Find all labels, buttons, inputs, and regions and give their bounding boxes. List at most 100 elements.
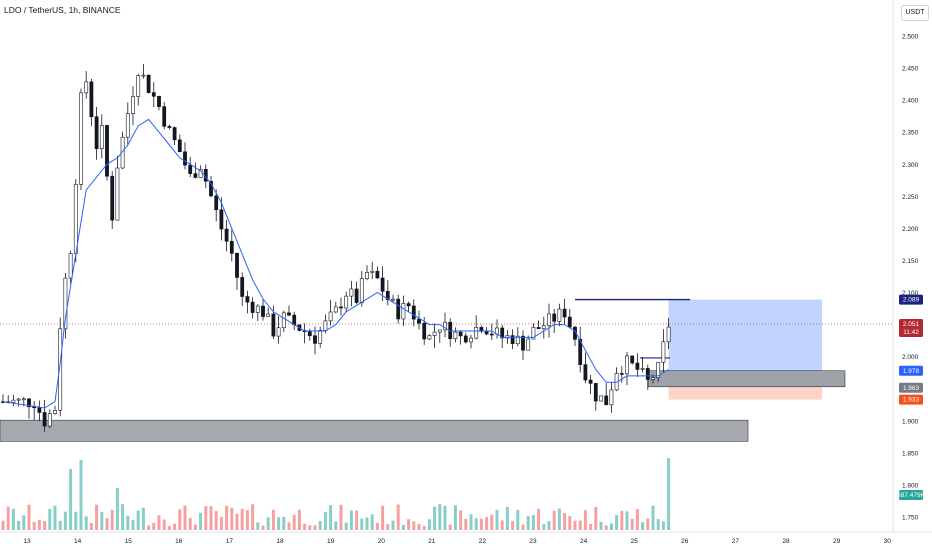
- volume-bar: [391, 520, 395, 530]
- volume-bar: [526, 516, 530, 530]
- candle-body: [515, 335, 520, 345]
- candle-body: [489, 333, 494, 336]
- volume-bar: [69, 469, 73, 530]
- volume-bar: [235, 513, 239, 530]
- volume-bar: [178, 509, 182, 530]
- stop-badge-text: 1.933: [903, 397, 920, 404]
- candle-body: [651, 377, 655, 380]
- candle-body: [183, 151, 187, 166]
- volume-bar: [537, 508, 541, 530]
- candle-body: [229, 240, 234, 254]
- volume-bar: [219, 516, 223, 530]
- volume-bar: [225, 505, 229, 530]
- candle-body: [521, 335, 525, 351]
- volume-bar: [323, 512, 327, 530]
- candle-body: [255, 305, 260, 313]
- time-tick-label: 28: [782, 538, 790, 545]
- candle-body: [250, 301, 255, 313]
- candle-body: [42, 412, 47, 427]
- volume-bar: [365, 517, 369, 530]
- candle-body: [84, 81, 89, 94]
- volume-bar: [360, 518, 364, 530]
- volume-bar: [256, 522, 260, 530]
- volume-bar: [37, 519, 41, 530]
- stop-zone: [668, 386, 822, 400]
- volume-bar: [313, 525, 317, 530]
- volume-bar: [563, 513, 567, 530]
- time-tick-label: 14: [74, 538, 82, 545]
- candle-body: [245, 296, 250, 303]
- volume-bar: [344, 522, 348, 530]
- volume-bar: [297, 509, 301, 530]
- volume-bar: [167, 525, 171, 530]
- volume-bar: [453, 505, 457, 530]
- candle-body: [474, 327, 479, 339]
- candle-body: [349, 288, 354, 297]
- volume-bar: [625, 511, 629, 530]
- volume-bar: [53, 505, 57, 530]
- candle-body: [599, 395, 603, 402]
- volume-badge: [899, 490, 923, 500]
- volume-bar: [292, 514, 296, 530]
- time-tick-label: 26: [681, 538, 689, 545]
- volume-bar: [505, 506, 509, 530]
- candle-body: [21, 398, 26, 401]
- volume-bar: [58, 520, 62, 530]
- candle-body: [94, 116, 99, 150]
- time-tick-label: 15: [125, 538, 133, 545]
- volume-bar: [630, 518, 634, 530]
- candle-body: [661, 341, 666, 363]
- volume-bar: [381, 505, 385, 530]
- price-tick-label: 2.200: [902, 226, 919, 233]
- entry-low-badge: [899, 382, 923, 393]
- volume-bar: [271, 509, 275, 530]
- volume-bar: [339, 504, 343, 530]
- candle-body: [354, 288, 359, 303]
- candle-body: [609, 389, 614, 406]
- current-price-badge-text: 2.051: [903, 321, 920, 328]
- candle-body: [422, 322, 427, 340]
- candle-body: [16, 398, 21, 401]
- price-tick-label: 2.000: [902, 354, 919, 361]
- candle-body: [593, 383, 598, 402]
- price-tick-label: 2.100: [902, 290, 919, 297]
- candle-body: [552, 313, 557, 322]
- volume-bar: [370, 514, 374, 530]
- volume-bar: [282, 516, 286, 530]
- volume-bar: [401, 524, 405, 530]
- volume-bar: [43, 520, 47, 530]
- time-tick-label: 19: [327, 538, 335, 545]
- volume-bar: [105, 518, 109, 530]
- candle-body: [313, 335, 317, 344]
- candle-body: [136, 75, 141, 97]
- volume-bar: [422, 525, 426, 530]
- candle-body: [505, 335, 510, 339]
- candle-body: [287, 312, 291, 316]
- candle-body: [281, 312, 286, 329]
- time-tick-label: 21: [428, 538, 436, 545]
- candle-body: [656, 361, 661, 379]
- candle-body: [125, 113, 130, 138]
- volume-bar: [22, 515, 26, 530]
- volume-bar: [183, 505, 187, 530]
- candle-body: [219, 209, 224, 230]
- time-tick-label: 13: [23, 538, 31, 545]
- time-tick-label: 23: [529, 538, 537, 545]
- volume-bar: [27, 504, 31, 530]
- candle-body: [307, 331, 312, 337]
- price-tick-label: 1.800: [902, 482, 919, 489]
- volume-bar: [651, 505, 655, 530]
- candle-body: [53, 410, 57, 414]
- candle-body: [463, 335, 468, 343]
- volume-bar: [251, 504, 255, 530]
- candle-body: [89, 81, 94, 118]
- target-badge-text: 2.089: [903, 297, 920, 304]
- candle-body: [235, 253, 239, 278]
- volume-bar: [157, 515, 161, 530]
- candle-body: [261, 305, 265, 317]
- currency-button[interactable]: USDT: [901, 5, 929, 21]
- volume-bar: [334, 521, 338, 530]
- volume-bar: [147, 525, 151, 530]
- candle-body: [131, 96, 135, 114]
